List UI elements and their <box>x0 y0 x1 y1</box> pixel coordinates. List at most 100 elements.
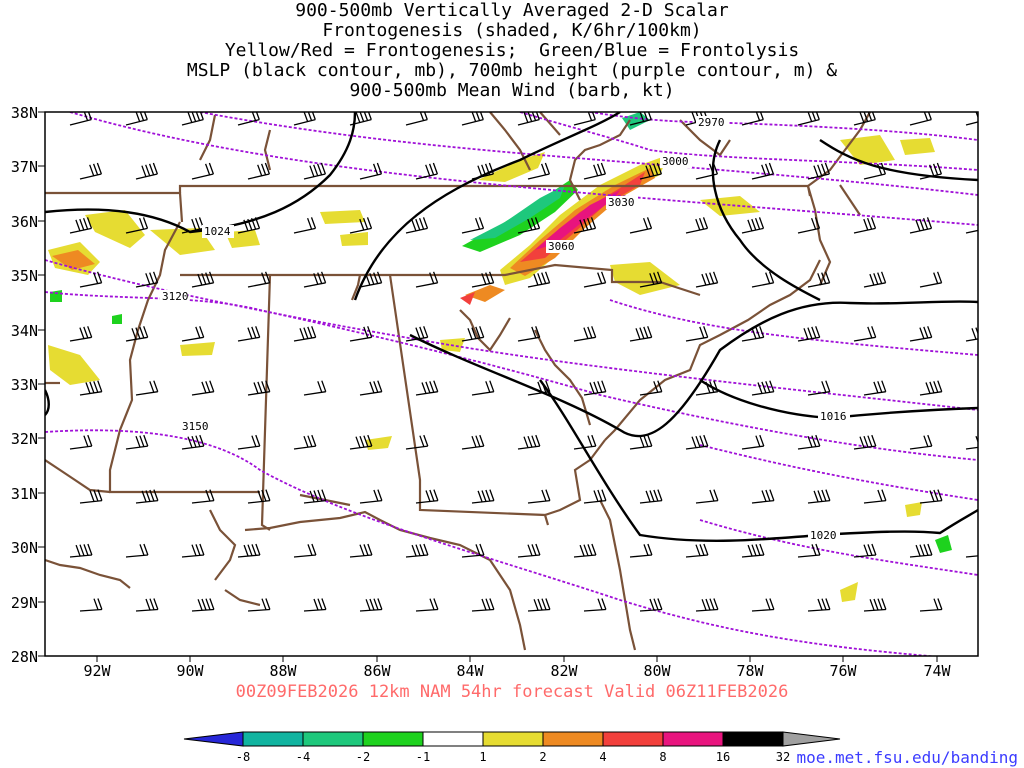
colorbar-segment <box>782 731 841 747</box>
wind-barb <box>583 271 607 288</box>
colorbar-label: -8 <box>236 750 250 764</box>
wind-barb <box>527 598 551 612</box>
wind-barb <box>471 380 495 396</box>
lat-label: 36N <box>11 213 38 231</box>
wind-barb <box>639 598 663 612</box>
colorbar-label: 16 <box>716 750 730 764</box>
height-label-3060: 3060 <box>548 240 575 253</box>
wind-barb <box>751 380 775 396</box>
wind-barb <box>349 326 373 342</box>
wind-barb <box>919 271 943 288</box>
lon-label: 82W <box>550 662 578 680</box>
wind-barb <box>293 543 317 558</box>
lon-label: 92W <box>83 662 111 680</box>
mslp-label-1016: 1016 <box>820 410 847 423</box>
wind-barb <box>695 598 719 612</box>
wind-barb <box>359 489 383 504</box>
wind-barb <box>415 598 439 612</box>
wind-barb <box>293 326 317 342</box>
wind-barb <box>247 489 271 504</box>
wind-barb <box>573 112 596 126</box>
wind-barb <box>415 489 439 504</box>
wind-barb <box>629 217 653 234</box>
wind-barb <box>125 326 149 342</box>
wind-barb <box>741 434 765 450</box>
colorbar-segment <box>242 731 304 747</box>
wind-barb <box>863 271 887 288</box>
forecast-valid-line: 00Z09FEB2026 12km NAM 54hr forecast Vali… <box>235 682 789 702</box>
wind-barb <box>125 112 148 126</box>
wind-barb <box>797 543 821 558</box>
wind-barb <box>583 598 607 612</box>
map-frame <box>44 111 979 657</box>
wind-barb <box>909 112 932 126</box>
wind-barb <box>359 598 383 612</box>
wind-barb <box>349 434 373 450</box>
wind-barb <box>573 434 597 450</box>
wind-barb <box>919 162 943 180</box>
wind-barb <box>807 380 831 396</box>
wind-barb <box>135 380 159 396</box>
wind-barb <box>359 162 383 180</box>
wind-barb <box>527 380 551 396</box>
wind-barb <box>181 112 204 126</box>
colorbar-segment <box>183 731 244 747</box>
wind-barb <box>741 112 764 126</box>
wind-barb <box>695 380 719 396</box>
wind-barb <box>181 217 205 234</box>
wind-barb <box>863 380 887 396</box>
colorbar-label: 1 <box>479 750 486 764</box>
wind-barb <box>191 598 215 612</box>
wind-barb <box>807 598 831 612</box>
wind-barb <box>751 489 775 504</box>
wind-barb <box>583 162 607 180</box>
wind-barb <box>461 434 485 450</box>
longitude-axis: 92W 90W 88W 86W 84W 82W 80W 78W 76W 74W <box>83 656 952 680</box>
wind-barb <box>751 162 775 180</box>
wind-barb <box>69 217 93 234</box>
height-label-3030: 3030 <box>608 196 635 209</box>
colorbar-segment <box>602 731 664 747</box>
wind-barb <box>405 112 428 126</box>
wind-barb <box>695 162 719 180</box>
wind-barb <box>349 112 372 126</box>
latitude-axis: 38N 37N 36N 35N 34N 33N 32N 31N 30N 29N … <box>11 104 45 666</box>
wind-barb <box>135 489 159 504</box>
wind-barb <box>359 380 383 396</box>
wind-barb <box>909 326 933 342</box>
lat-label: 30N <box>11 539 38 557</box>
wind-barb <box>695 271 719 288</box>
wind-barb <box>853 543 877 558</box>
wind-barb <box>405 543 429 558</box>
wind-barb <box>853 112 876 126</box>
wind-barb <box>247 598 271 612</box>
wind-barb <box>909 217 933 234</box>
wind-barb <box>965 327 978 342</box>
wind-barb <box>237 543 261 558</box>
wind-barb <box>517 326 541 342</box>
title-line-5: 900-500mb Mean Wind (barb, kt) <box>349 80 675 101</box>
lat-label: 28N <box>11 648 38 666</box>
wind-barb <box>191 162 215 180</box>
wind-barb <box>293 434 317 450</box>
mslp-label-1020: 1020 <box>810 529 837 542</box>
source-credit: moe.met.fsu.edu/banding <box>796 748 1018 767</box>
title-line-3: Yellow/Red = Frontogenesis; Green/Blue =… <box>224 40 800 61</box>
wind-barb <box>125 543 149 558</box>
title-line-4: MSLP (black contour, mb), 700mb height (… <box>186 60 838 81</box>
colorbar-label: -2 <box>356 750 370 764</box>
wind-barb <box>79 271 103 288</box>
lon-label: 80W <box>643 662 671 680</box>
contour-labels: 1024 1016 1020 2970 3000 3030 3060 3120 … <box>160 116 850 542</box>
wind-barb <box>685 217 709 234</box>
wind-barb <box>863 162 887 180</box>
wind-barb <box>965 555 978 558</box>
wind-barb <box>69 434 93 450</box>
height-contours <box>45 112 978 656</box>
wind-barb <box>853 434 877 450</box>
colorbar-segment <box>302 731 364 747</box>
title-line-2: Frontogenesis (shaded, K/6hr/100km) <box>322 20 702 41</box>
wind-barb <box>135 271 159 288</box>
wind-barb <box>293 217 317 234</box>
